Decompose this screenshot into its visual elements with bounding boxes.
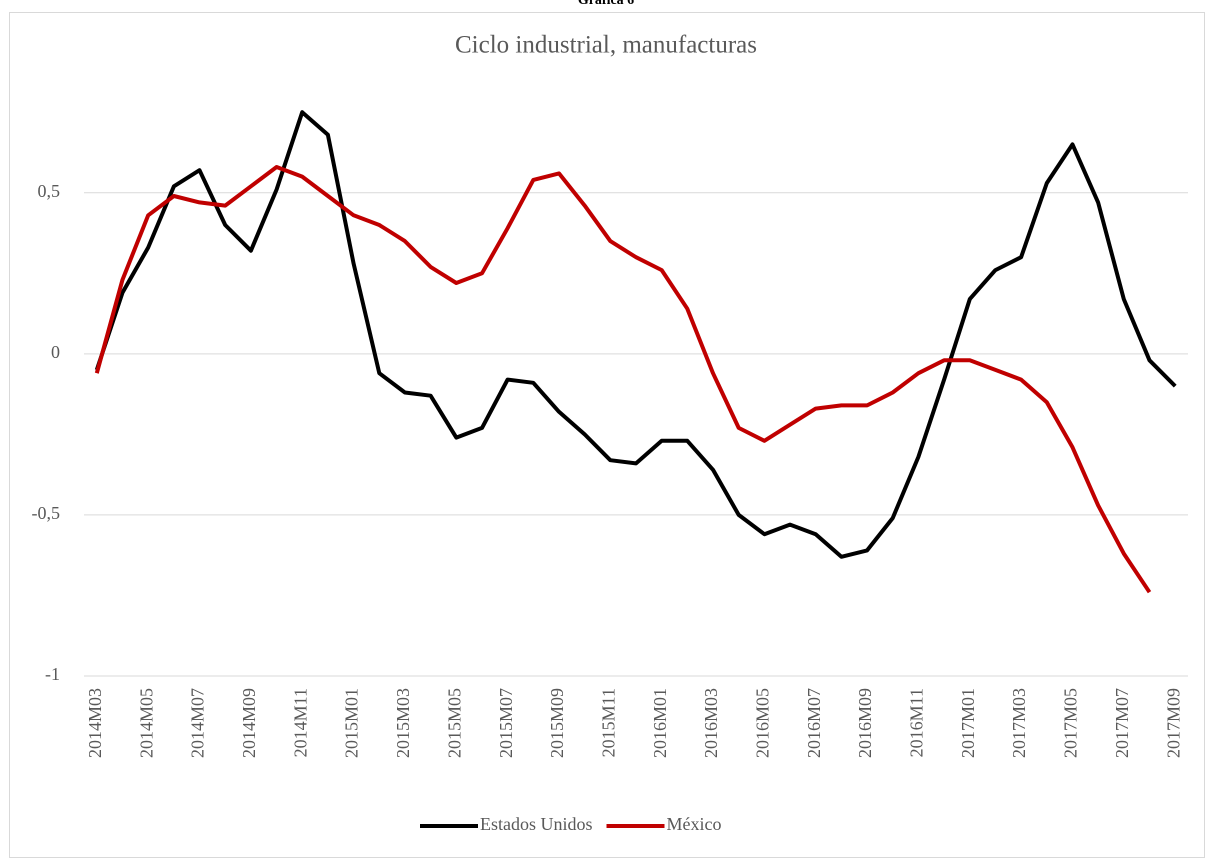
x-tick-label: 2015M01 bbox=[342, 688, 362, 758]
x-tick-label: 2014M03 bbox=[85, 688, 105, 758]
x-tick-label: 2016M07 bbox=[804, 688, 824, 758]
x-tick-label: 2016M09 bbox=[855, 688, 875, 758]
x-tick-label: 2017M03 bbox=[1009, 688, 1029, 758]
heading: Gráfica 6 bbox=[578, 0, 634, 8]
chart-title: Ciclo industrial, manufacturas bbox=[455, 32, 757, 59]
y-tick-label: -0,5 bbox=[32, 503, 61, 523]
line-series bbox=[94, 165, 1152, 594]
chart-frame bbox=[9, 12, 1205, 858]
y-tick-label: 0 bbox=[51, 342, 60, 362]
legend-label: México bbox=[667, 814, 722, 834]
y-tick-label: 0,5 bbox=[38, 181, 61, 201]
x-tick-label: 2017M09 bbox=[1163, 688, 1183, 758]
x-tick-label: 2015M07 bbox=[496, 688, 516, 758]
x-tick-label: 2015M05 bbox=[444, 688, 464, 758]
y-tick-label: -1 bbox=[45, 664, 60, 684]
x-tick-label: 2015M09 bbox=[547, 688, 567, 758]
x-tick-label: 2014M05 bbox=[136, 688, 156, 758]
x-tick-label: 2016M03 bbox=[701, 688, 721, 758]
x-tick-label: 2016M11 bbox=[907, 688, 927, 757]
x-tick-label: 2015M03 bbox=[393, 688, 413, 758]
line-series bbox=[94, 110, 1177, 559]
x-tick-label: 2014M09 bbox=[239, 688, 259, 758]
x-tick-label: 2016M01 bbox=[650, 688, 670, 758]
x-tick-label: 2017M07 bbox=[1112, 688, 1132, 758]
x-tick-label: 2015M11 bbox=[598, 688, 618, 757]
x-tick-label: 2014M11 bbox=[290, 688, 310, 757]
x-tick-label: 2017M01 bbox=[958, 688, 978, 758]
x-tick-label: 2014M07 bbox=[188, 688, 208, 758]
legend-label: Estados Unidos bbox=[480, 814, 593, 834]
x-tick-label: 2016M05 bbox=[752, 688, 772, 758]
x-tick-label: 2017M05 bbox=[1061, 688, 1081, 758]
